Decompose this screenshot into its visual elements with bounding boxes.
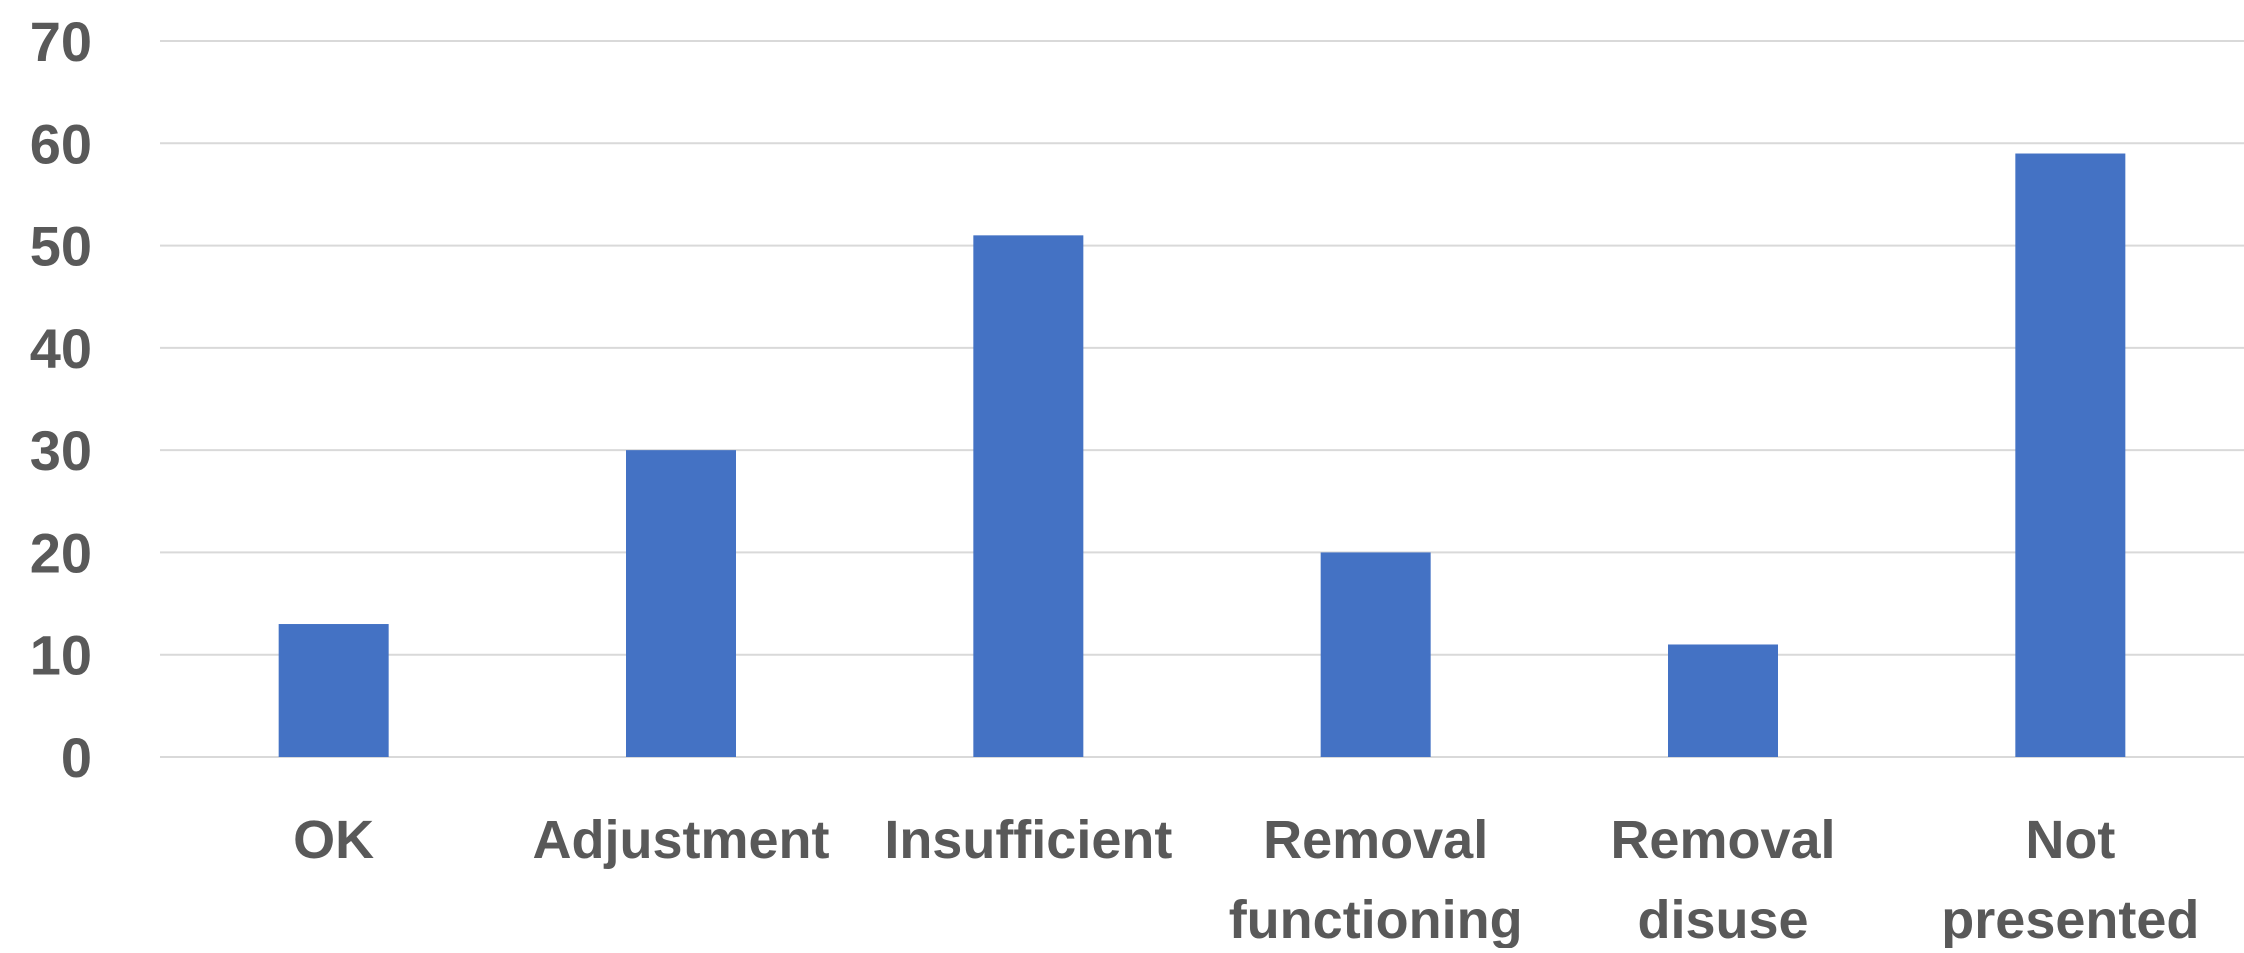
x-axis-category-labels: OK Adjustment Insufficient Removal functioni… (293, 810, 2199, 950)
bar (1668, 644, 1778, 757)
y-tick-label: 60 (30, 112, 92, 175)
y-tick-label: 40 (30, 317, 92, 380)
y-tick-label: 30 (30, 419, 92, 482)
x-category-label: Not (2025, 810, 2115, 870)
x-category-label: Removal (1610, 810, 1835, 870)
bar (626, 450, 736, 757)
bar (2015, 153, 2126, 757)
x-category-label: Removal (1263, 810, 1488, 870)
bar (278, 624, 389, 757)
y-tick-label: 0 (61, 726, 92, 789)
y-tick-label: 10 (30, 624, 92, 687)
bar (1320, 552, 1431, 757)
x-category-label: presented (1941, 890, 2199, 948)
x-category-label: Insufficient (884, 810, 1172, 870)
x-category-label: Adjustment (533, 810, 830, 870)
gridlines (160, 40, 2244, 758)
x-category-label: functioning (1229, 890, 1523, 948)
y-tick-label: 50 (30, 215, 92, 278)
y-tick-label: 20 (30, 521, 92, 584)
x-category-label: OK (293, 810, 374, 870)
bar (973, 235, 1084, 758)
y-axis-tick-labels: 0 10 20 30 40 50 60 70 (30, 10, 92, 789)
y-tick-label: 70 (30, 10, 92, 73)
x-category-label: disuse (1637, 890, 1808, 948)
bars (278, 153, 2126, 758)
